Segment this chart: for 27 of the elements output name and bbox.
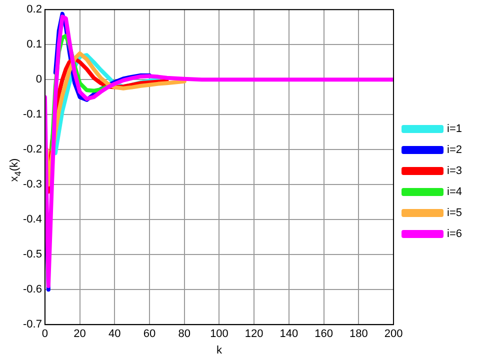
legend-label: i=6 bbox=[447, 228, 462, 240]
x-tick-label: 120 bbox=[244, 328, 264, 340]
y-tick-label: -0.7 bbox=[22, 318, 42, 331]
x-tick-label: 200 bbox=[384, 328, 403, 340]
y-tick-label: 0 bbox=[36, 74, 42, 86]
x-tick-label: 140 bbox=[280, 328, 298, 340]
x-tick-label: 20 bbox=[74, 328, 86, 340]
legend-label: i=2 bbox=[447, 144, 462, 156]
y-tick-label: -0.6 bbox=[22, 284, 42, 296]
x-tick-label: 40 bbox=[108, 328, 121, 340]
y-tick-label: 0.1 bbox=[26, 38, 42, 51]
y-tick-label: -0.5 bbox=[22, 248, 42, 261]
x-tick-label: 180 bbox=[349, 328, 368, 340]
legend-label: i=3 bbox=[447, 165, 462, 178]
y-tick-label: -0.4 bbox=[22, 214, 42, 226]
y-tick-label: -0.1 bbox=[22, 108, 42, 121]
y-tick-label: 0.2 bbox=[26, 4, 42, 16]
y-tick-label: -0.3 bbox=[22, 178, 42, 191]
x-tick-label: 160 bbox=[314, 328, 333, 340]
legend-label: i=5 bbox=[447, 207, 462, 220]
x-tick-label: 100 bbox=[210, 328, 228, 340]
legend-label: i=1 bbox=[447, 123, 462, 136]
x-axis-title: k bbox=[216, 344, 222, 356]
x-tick-label: 60 bbox=[143, 328, 156, 340]
y-tick-label: -0.2 bbox=[22, 144, 42, 156]
legend-label: i=4 bbox=[447, 186, 462, 198]
x-tick-label: 80 bbox=[178, 328, 191, 340]
